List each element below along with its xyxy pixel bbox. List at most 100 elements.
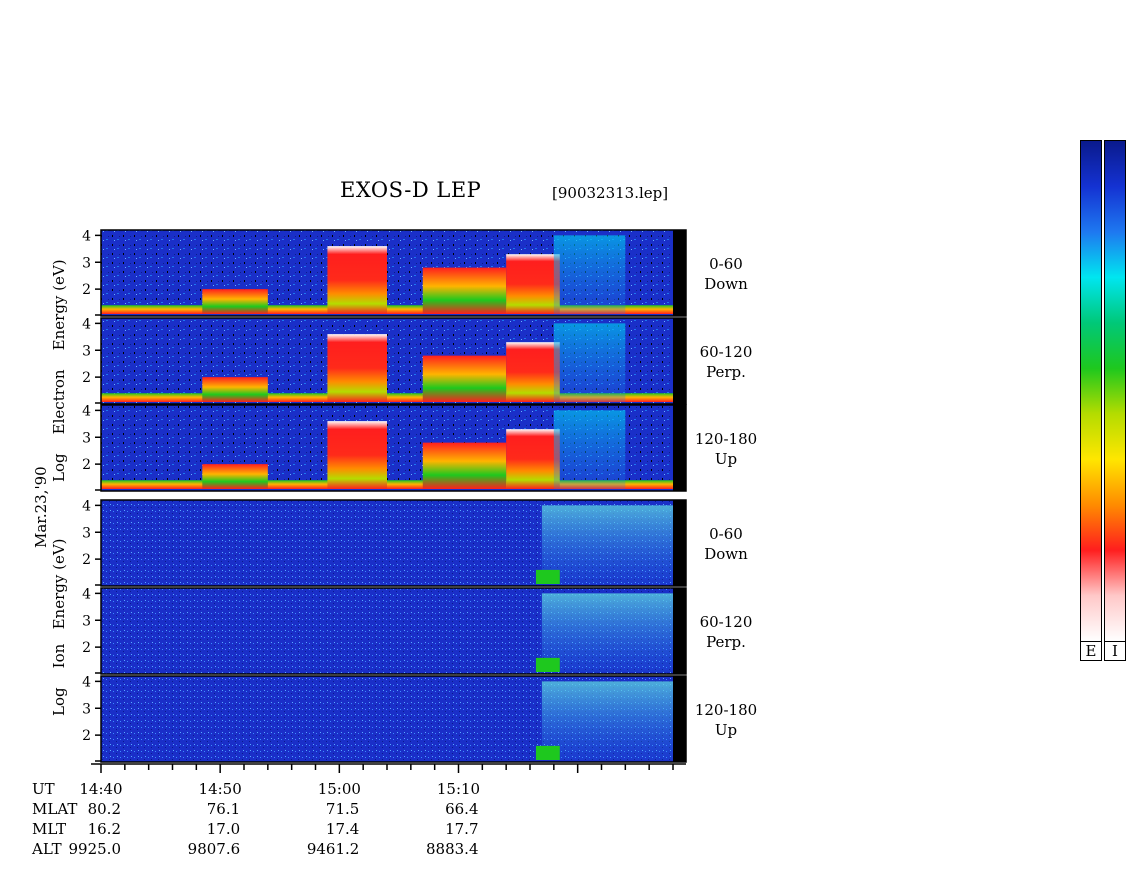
footer-mlt-value: 17.0 — [206, 820, 241, 838]
row-label-alt: ALT — [32, 840, 62, 858]
footer-mlat-value: 66.4 — [445, 800, 479, 818]
panel-layer: 4 3 2 4 3 2 4 3 2 4 3 2 4 3 2 4 3 2 — [82, 228, 688, 763]
y-tick-label: 3 — [82, 430, 91, 446]
panel-data-gap — [673, 318, 686, 404]
panel-i-up: 4 3 2 — [82, 674, 687, 763]
colorbar-label-i: I — [1104, 641, 1126, 661]
y-tick-label: 3 — [82, 343, 91, 359]
panel-data-gap — [673, 588, 686, 674]
y-tick-label: 2 — [82, 552, 91, 568]
event-i-up-0 — [541, 681, 673, 760]
footer-ut-value: 14:50 — [198, 780, 242, 798]
event-e-perp-5 — [553, 323, 626, 402]
event-e-perp-2 — [327, 334, 387, 402]
pitch-angle-direction: Up — [714, 450, 738, 468]
footer-ut-value: 14:40 — [79, 780, 123, 798]
time-axis — [91, 763, 686, 773]
event-e-perp-1 — [202, 377, 268, 402]
row-label-ut: UT — [32, 780, 55, 798]
panel-angle-label-e-perp: 60-120 Perp. — [690, 342, 762, 382]
panel-i-perp: 4 3 2 — [82, 586, 687, 675]
ion-ylabel: Log Ion Energy (eV) — [50, 538, 68, 716]
footer-alt-value: 8883.4 — [426, 840, 479, 858]
panel-angle-label-e-up: 120-180 Up — [690, 429, 762, 469]
panel-e-up: 4 3 2 — [82, 403, 687, 492]
panel-frame — [100, 675, 687, 763]
footer-alt-value: 9925.0 — [68, 840, 122, 858]
y-tick-label: 2 — [82, 282, 91, 298]
panel-angle-label-e-down: 0-60 Down — [690, 254, 762, 294]
pitch-angle-direction: Down — [704, 545, 748, 563]
colorbar-label-e: E — [1080, 641, 1102, 661]
event-e-up-1 — [202, 464, 268, 489]
electron-ylabel: Log Electron Energy (eV) — [50, 259, 68, 482]
event-e-perp-4 — [506, 342, 560, 402]
pitch-angle-direction: Perp. — [706, 363, 746, 381]
panel-e-down: 4 3 2 — [82, 228, 687, 317]
event-e-up-2 — [327, 421, 387, 489]
panel-e-perp: 4 3 2 — [82, 316, 687, 405]
footer-mlat-value: 76.1 — [206, 800, 241, 818]
event-e-down-1 — [202, 289, 268, 314]
pitch-angle-range: 60-120 — [699, 613, 753, 631]
y-tick-label: 4 — [82, 586, 91, 602]
row-label-mlat: MLAT — [32, 800, 78, 818]
panel-data-gap — [673, 676, 686, 762]
y-tick-label: 4 — [82, 403, 91, 419]
pitch-angle-direction: Perp. — [706, 633, 746, 651]
y-tick-label: 3 — [82, 701, 91, 717]
pitch-angle-direction: Up — [714, 721, 738, 739]
panel-data-gap — [673, 500, 686, 586]
y-tick-label: 2 — [82, 370, 91, 386]
event-i-up-1 — [535, 745, 560, 760]
event-e-down-3 — [422, 267, 507, 314]
footer-mlat-value: 71.5 — [325, 800, 360, 818]
y-tick-label: 3 — [82, 255, 91, 271]
event-i-perp-1 — [535, 657, 560, 672]
chart-title: EXOS-D LEP — [340, 178, 482, 202]
panel-angle-label-i-perp: 60-120 Perp. — [690, 612, 762, 652]
panel-angle-label-i-up: 120-180 Up — [690, 700, 762, 740]
panel-frame — [100, 404, 687, 492]
colorbar-ion — [1104, 140, 1126, 642]
row-label-mlt: MLT — [32, 820, 67, 838]
footer-mlt-value: 17.7 — [445, 820, 479, 838]
y-tick-label: 4 — [82, 228, 91, 244]
pitch-angle-range: 120-180 — [694, 430, 758, 448]
pitch-angle-range: 0-60 — [709, 525, 743, 543]
footer-mlat-value: 80.2 — [87, 800, 121, 818]
panel-frame — [100, 587, 687, 675]
panel-frame — [100, 317, 687, 405]
event-e-up-4 — [506, 429, 560, 489]
event-e-down-5 — [553, 235, 626, 314]
event-i-down-1 — [535, 569, 560, 584]
panel-i-down: 4 3 2 — [82, 498, 687, 587]
event-e-up-3 — [422, 442, 507, 489]
y-tick-label: 3 — [82, 613, 91, 629]
panel-angle-label-i-down: 0-60 Down — [690, 524, 762, 564]
footer-mlt-value: 17.4 — [325, 820, 360, 838]
event-e-down-4 — [506, 254, 560, 314]
pitch-angle-direction: Down — [704, 275, 748, 293]
footer-mlt-value: 16.2 — [87, 820, 121, 838]
footer-alt-value: 9807.6 — [187, 840, 241, 858]
y-tick-label: 4 — [82, 674, 91, 690]
pitch-angle-range: 120-180 — [694, 701, 758, 719]
panel-frame — [100, 499, 687, 587]
file-name: [90032313.lep] — [552, 184, 669, 202]
panel-frame — [100, 229, 687, 317]
group-separator — [99, 492, 688, 499]
pitch-angle-range: 0-60 — [709, 255, 743, 273]
footer-ut-value: 15:00 — [317, 780, 361, 798]
panel-data-gap — [673, 230, 686, 316]
y-tick-label: 2 — [82, 640, 91, 656]
footer-ut-value: 15:10 — [436, 780, 481, 798]
event-i-perp-0 — [541, 593, 673, 672]
y-tick-label: 2 — [82, 728, 91, 744]
date-label: Mar.23,'90 — [32, 466, 50, 548]
y-tick-label: 4 — [82, 498, 91, 514]
event-i-down-0 — [541, 505, 673, 584]
y-tick-label: 4 — [82, 316, 91, 332]
footer-alt-value: 9461.2 — [306, 840, 360, 858]
